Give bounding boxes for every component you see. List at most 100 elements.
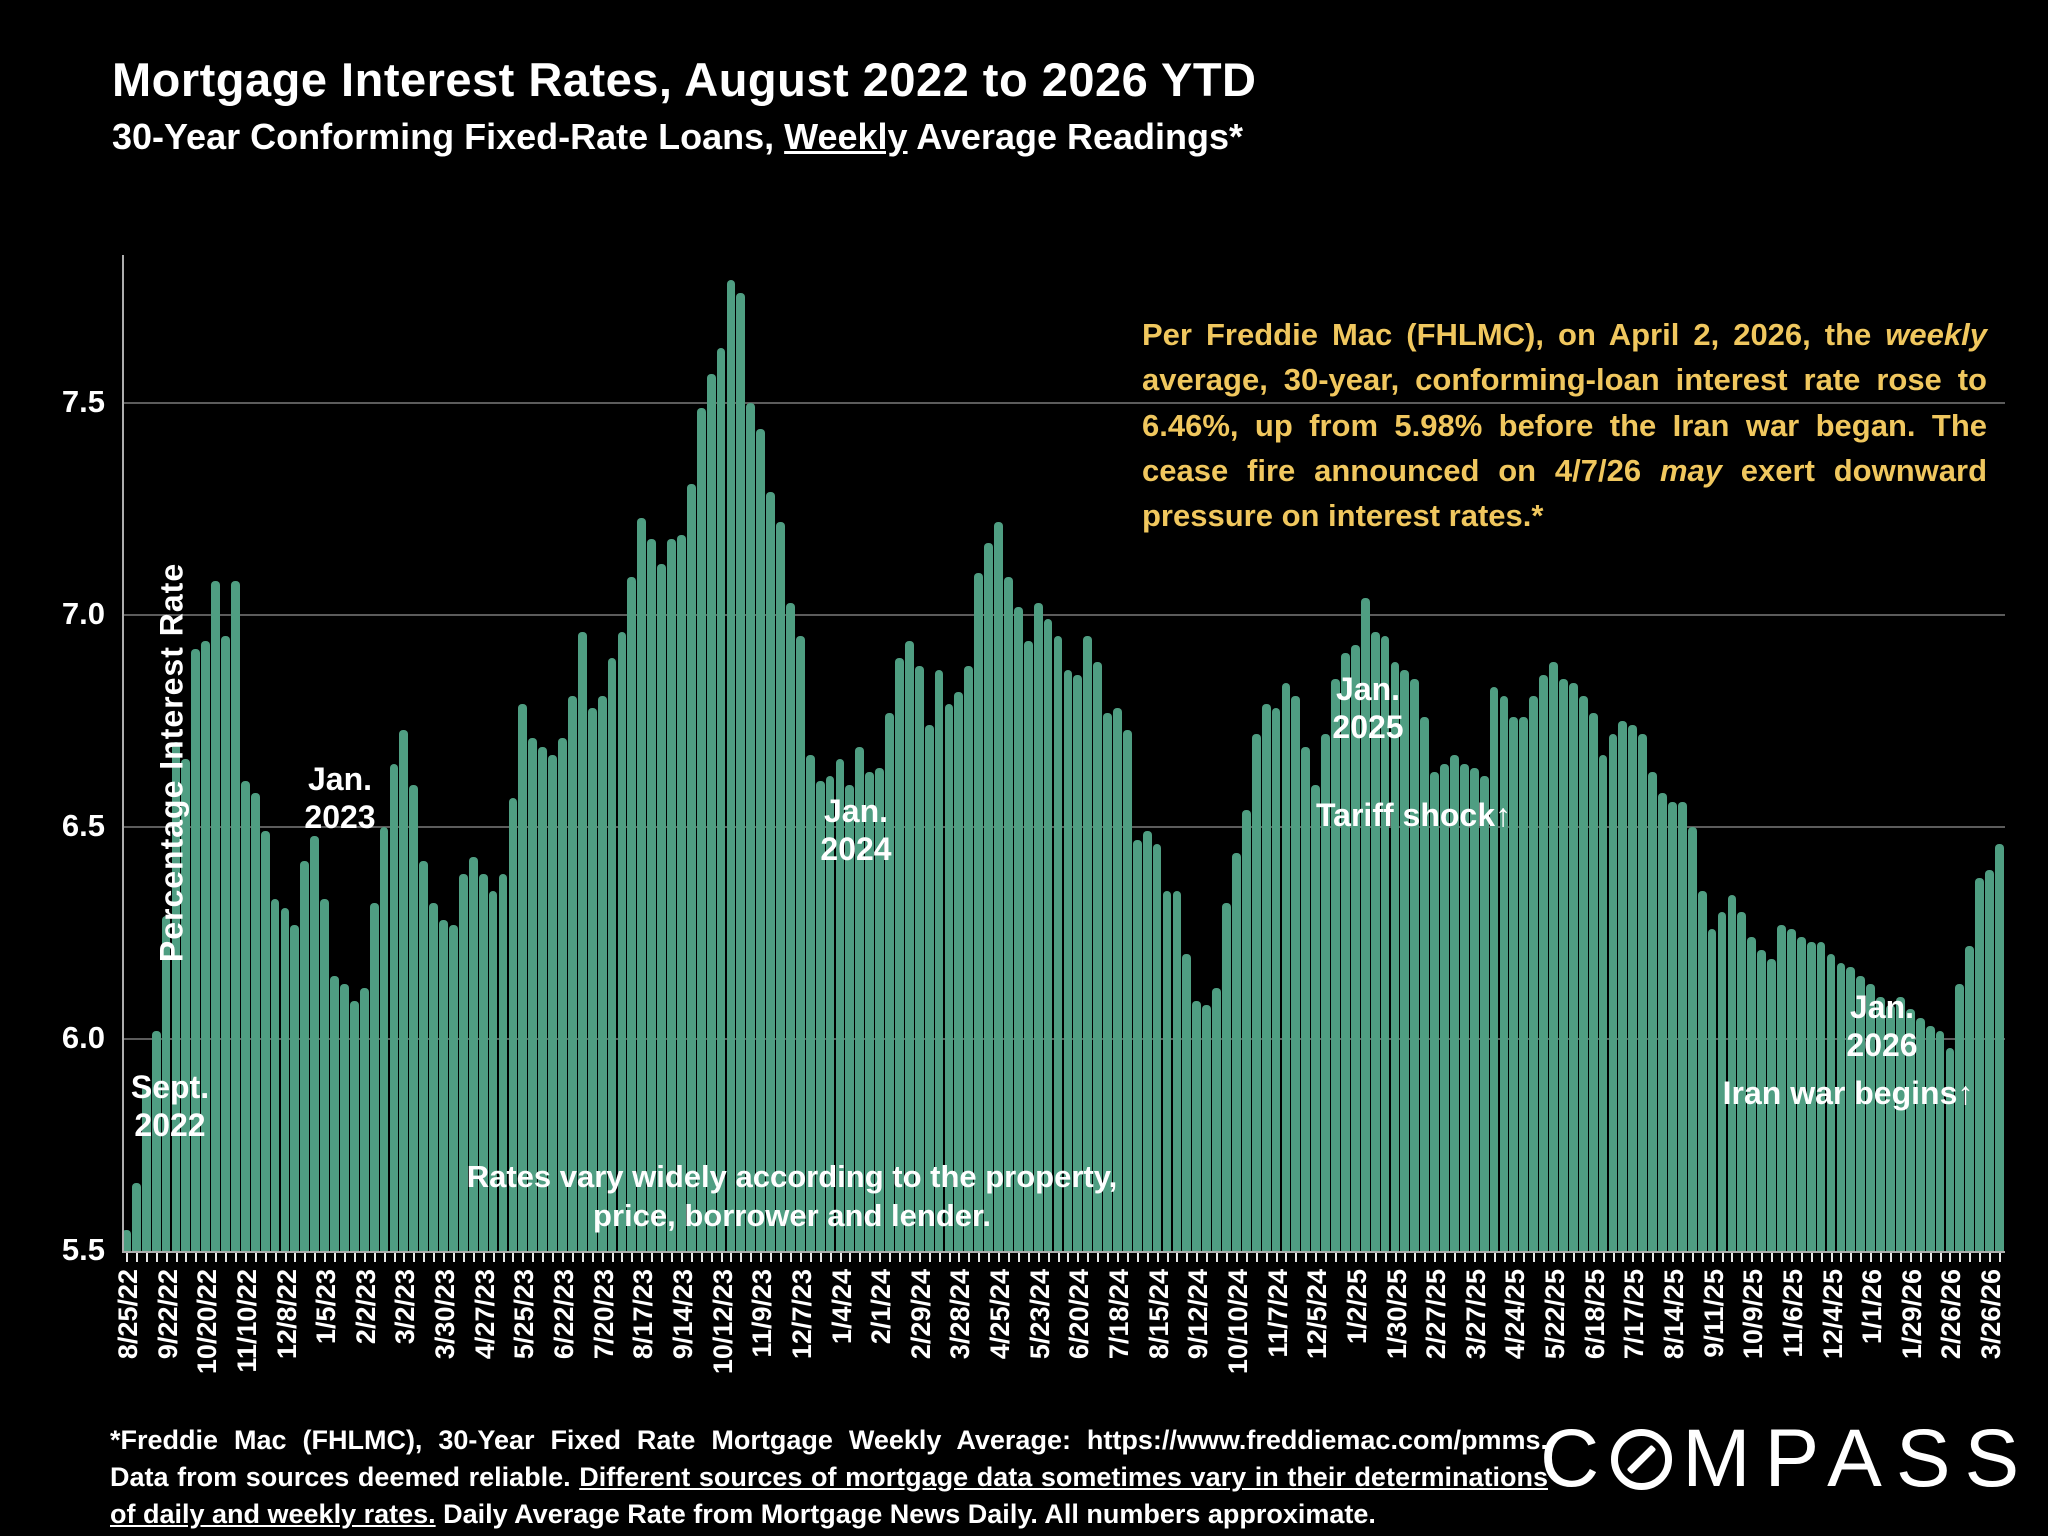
x-tick bbox=[353, 1253, 356, 1262]
x-tick bbox=[1662, 1253, 1665, 1262]
logo-letter-c: C bbox=[1540, 1413, 1614, 1504]
bar bbox=[330, 975, 339, 1251]
x-tick-label: 8/15/24 bbox=[1143, 1269, 1174, 1360]
x-tick bbox=[135, 1253, 138, 1262]
bar bbox=[1668, 801, 1677, 1251]
x-tick bbox=[809, 1253, 812, 1262]
bar bbox=[1816, 941, 1826, 1251]
bar bbox=[1846, 967, 1856, 1251]
annotation-tariff-shock: Tariff shock↑ bbox=[1316, 797, 1511, 833]
bar bbox=[1489, 687, 1499, 1251]
bar bbox=[1222, 903, 1231, 1251]
bar bbox=[1876, 996, 1885, 1251]
bar bbox=[122, 1229, 131, 1251]
x-tick-label: 8/14/25 bbox=[1658, 1269, 1689, 1360]
bar bbox=[1261, 704, 1271, 1251]
x-tick bbox=[1196, 1253, 1199, 1262]
x-tick bbox=[1652, 1253, 1655, 1262]
x-tick bbox=[1206, 1253, 1209, 1262]
x-tick bbox=[621, 1253, 624, 1262]
bar bbox=[825, 776, 835, 1251]
bar bbox=[746, 403, 756, 1251]
bar bbox=[974, 572, 984, 1251]
bar bbox=[468, 856, 478, 1251]
x-tick-label: 8/25/22 bbox=[112, 1269, 143, 1360]
x-tick bbox=[482, 1253, 485, 1262]
footer-line: *Freddie Mac (FHLMC), 30-Year Fixed Rate… bbox=[110, 1422, 1548, 1459]
bar bbox=[389, 763, 399, 1251]
x-tick bbox=[562, 1253, 565, 1262]
text-segment: Per Freddie Mac (FHLMC), on April 2, 202… bbox=[1142, 317, 1886, 352]
bar bbox=[1895, 996, 1905, 1251]
x-tick bbox=[1602, 1253, 1605, 1262]
x-tick bbox=[1146, 1253, 1149, 1262]
x-tick bbox=[720, 1253, 723, 1262]
bar bbox=[706, 373, 716, 1251]
x-tick bbox=[324, 1253, 327, 1262]
bar bbox=[1430, 772, 1439, 1251]
x-tick bbox=[1771, 1253, 1774, 1262]
bar bbox=[805, 755, 815, 1251]
bar bbox=[1479, 776, 1489, 1251]
bar bbox=[1935, 1030, 1945, 1251]
x-tick bbox=[1840, 1253, 1843, 1262]
bar bbox=[1539, 674, 1548, 1251]
bar bbox=[1331, 678, 1340, 1251]
bar bbox=[924, 725, 934, 1251]
bar bbox=[984, 543, 993, 1251]
bar bbox=[1598, 755, 1608, 1251]
x-tick-label: 6/22/23 bbox=[549, 1269, 580, 1360]
footer-source-text: *Freddie Mac (FHLMC), 30-Year Fixed Rate… bbox=[110, 1422, 1548, 1533]
bar bbox=[567, 695, 577, 1251]
text-segment: Weekly bbox=[784, 116, 908, 157]
y-tick-label: 7.0 bbox=[61, 596, 105, 632]
x-tick-label: 2/1/24 bbox=[866, 1269, 897, 1345]
bar bbox=[914, 666, 924, 1251]
bar bbox=[201, 640, 211, 1251]
x-tick bbox=[1087, 1253, 1090, 1262]
x-tick bbox=[1543, 1253, 1546, 1262]
x-tick-label: 11/7/24 bbox=[1262, 1269, 1293, 1358]
bar bbox=[1925, 1026, 1935, 1251]
bar bbox=[131, 1183, 141, 1251]
bar bbox=[1796, 937, 1806, 1251]
x-tick bbox=[1969, 1253, 1972, 1262]
x-tick bbox=[1503, 1253, 1506, 1262]
x-tick-label: 12/7/23 bbox=[786, 1269, 817, 1360]
y-tick-label: 6.0 bbox=[61, 1020, 105, 1056]
x-tick bbox=[879, 1253, 882, 1262]
bar bbox=[1469, 767, 1479, 1251]
bar bbox=[310, 835, 320, 1251]
x-tick bbox=[1890, 1253, 1893, 1262]
bar bbox=[795, 636, 805, 1251]
page-title: Mortgage Interest Rates, August 2022 to … bbox=[112, 53, 1257, 106]
x-tick bbox=[1860, 1253, 1863, 1262]
bar bbox=[1955, 983, 1965, 1251]
x-tick bbox=[1136, 1253, 1139, 1262]
bar bbox=[1113, 708, 1122, 1251]
page-subtitle: 30-Year Conforming Fixed-Rate Loans, Wee… bbox=[112, 116, 1243, 158]
bar bbox=[1340, 653, 1350, 1251]
bar bbox=[944, 704, 954, 1251]
bar bbox=[1866, 983, 1876, 1251]
x-tick bbox=[839, 1253, 842, 1262]
x-tick-label: 10/10/24 bbox=[1222, 1269, 1253, 1375]
x-tick bbox=[1800, 1253, 1803, 1262]
x-tick bbox=[1711, 1253, 1714, 1262]
bar bbox=[577, 632, 587, 1251]
x-tick-label: 7/17/25 bbox=[1619, 1269, 1650, 1360]
bar bbox=[250, 793, 260, 1251]
annotation-jan-2023: Jan. 2023 bbox=[304, 761, 376, 836]
x-tick-label: 3/28/24 bbox=[945, 1269, 976, 1360]
x-tick bbox=[1553, 1253, 1556, 1262]
bar bbox=[478, 873, 488, 1251]
x-tick bbox=[1721, 1253, 1724, 1262]
x-tick-label: 12/5/24 bbox=[1302, 1269, 1333, 1360]
x-tick bbox=[472, 1253, 475, 1262]
bar bbox=[1737, 911, 1747, 1251]
x-tick-label: 1/5/23 bbox=[311, 1269, 342, 1345]
x-tick bbox=[1741, 1253, 1744, 1262]
x-tick bbox=[1929, 1253, 1932, 1262]
x-tick bbox=[1493, 1253, 1496, 1262]
bar bbox=[1559, 678, 1568, 1251]
